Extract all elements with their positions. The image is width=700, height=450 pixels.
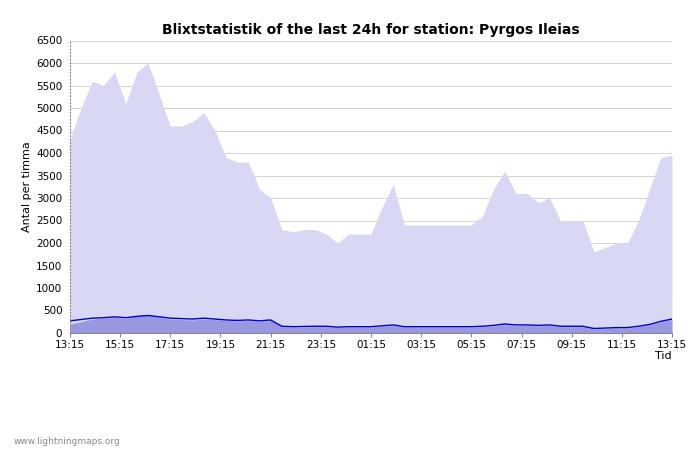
Title: Blixtstatistik of the last 24h for station: Pyrgos Ileias: Blixtstatistik of the last 24h for stati… [162, 22, 580, 36]
Text: Tid: Tid [655, 351, 672, 361]
Y-axis label: Antal per timma: Antal per timma [22, 141, 32, 232]
Text: www.lightningmaps.org: www.lightningmaps.org [14, 436, 120, 446]
